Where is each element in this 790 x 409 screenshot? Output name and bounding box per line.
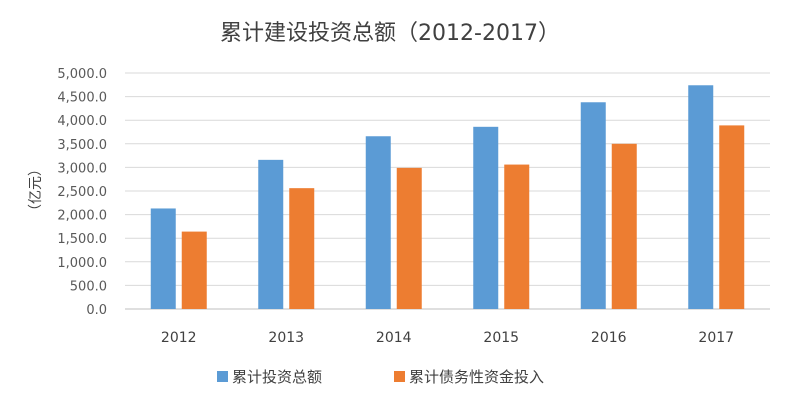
x-tick-label: 2015 [483,330,519,346]
y-tick-label: 1,500.0 [57,232,107,247]
legend-swatch [394,371,405,382]
legend-label: 累计投资总额 [232,368,322,386]
y-tick-label: 3,500.0 [57,138,107,153]
y-tick-label: 500.0 [70,279,107,294]
bar-2012-series-1 [150,208,176,309]
bar-2014-series-2 [396,167,422,309]
x-tick-label: 2017 [698,330,734,346]
x-tick-label: 2014 [376,330,412,346]
y-axis-ticks: 0.0 500.0 1,000.0 1,500.0 2,000.0 2,500.0 3,00… [57,67,107,318]
x-tick-label: 2012 [161,330,197,346]
bar-2015-series-2 [504,164,530,309]
y-tick-label: 2,000.0 [57,209,107,224]
y-tick-label: 1,000.0 [57,256,107,271]
bar-2017-series-2 [719,125,745,309]
bar-2015-series-1 [473,126,499,309]
bar-2013-series-2 [289,188,315,309]
bar-2016-series-2 [611,143,637,309]
legend-label: 累计债务性资金投入 [409,368,544,386]
x-tick-label: 2016 [591,330,627,346]
legend-swatch [217,371,228,382]
bar-2017-series-1 [688,85,714,309]
y-tick-label: 3,000.0 [57,161,107,176]
legend: 累计投资总额 累计债务性资金投入 [217,368,544,386]
bar-2012-series-2 [181,231,207,309]
y-tick-label: 2,500.0 [57,185,107,200]
bars [150,85,745,309]
y-tick-label: 4,500.0 [57,91,107,106]
y-tick-label: 0.0 [86,303,107,318]
bar-2014-series-1 [365,136,391,309]
y-tick-label: 5,000.0 [57,67,107,82]
gridlines [125,72,770,310]
bar-2016-series-1 [580,102,606,309]
y-tick-label: 4,000.0 [57,114,107,129]
bar-2013-series-1 [258,159,284,309]
y-axis-label: （亿元） [28,162,44,218]
x-tick-label: 2013 [268,330,304,346]
chart-title: 累计建设投资总额（2012-2017） [220,21,560,46]
x-axis-ticks: 2012 2013 2014 2015 2016 2017 [161,330,734,346]
